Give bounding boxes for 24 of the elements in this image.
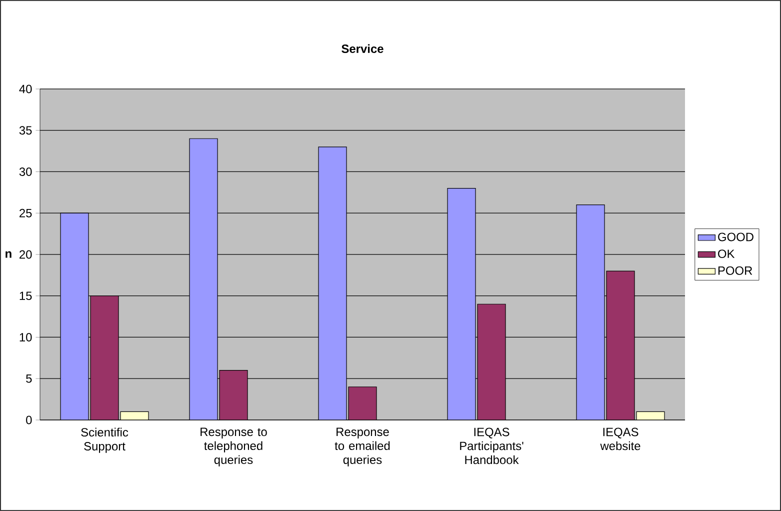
y-tick-label: 0 [26, 416, 32, 424]
y-tick-label: 5 [26, 374, 32, 383]
legend-label: GOOD [718, 232, 754, 242]
y-tick-label: 10 [20, 333, 32, 342]
x-tick-label: IEQAS Participants' Handbook [460, 428, 524, 464]
y-axis-title: n [6, 251, 12, 258]
x-tick-label: Scientific Support [81, 428, 128, 453]
y-tick-label: 30 [19, 168, 32, 176]
x-tick-label: Response to telephoned queries [200, 428, 267, 466]
y-tick-label: 35 [19, 126, 32, 135]
chart-title: Service [342, 44, 384, 53]
y-tick-label: 20 [20, 250, 32, 259]
y-tick-label: 40 [19, 84, 32, 94]
bar [90, 296, 119, 420]
bar [477, 304, 506, 420]
bar [606, 270, 635, 420]
bar [348, 386, 377, 420]
y-tick-label: 25 [20, 208, 32, 218]
x-tick-label: IEQAS website [600, 428, 640, 450]
y-tick-label: 15 [20, 292, 32, 300]
legend-label: OK [718, 250, 735, 258]
legend-label: POOR [718, 266, 752, 275]
bar [219, 370, 248, 420]
x-tick-label: Response to emailed queries [334, 428, 390, 466]
